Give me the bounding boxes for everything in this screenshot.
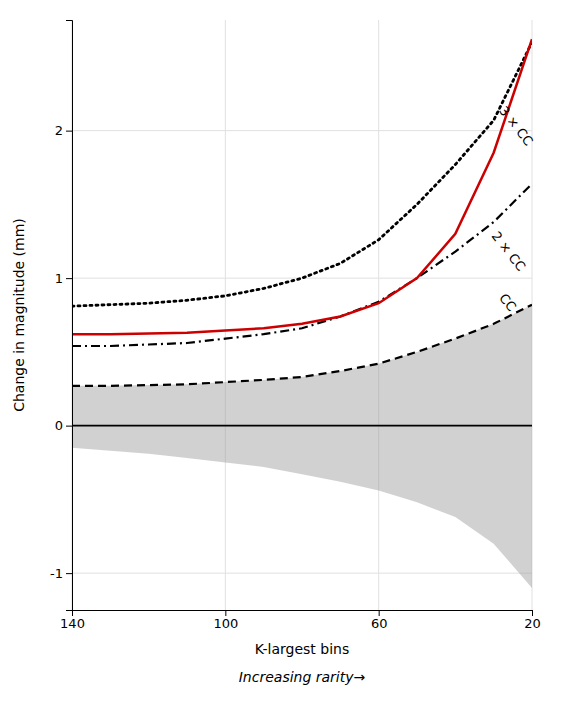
x-tick-label: 100 [213, 616, 238, 631]
series-line [72, 184, 532, 346]
y-tick-label: 1 [55, 271, 63, 286]
data-layer [72, 39, 532, 588]
series-line [72, 42, 532, 306]
series-line [72, 39, 532, 334]
series-line [72, 305, 532, 386]
x-tick-mark [225, 610, 226, 616]
grid-line-x [378, 20, 379, 610]
y-tick: 1 [55, 271, 72, 286]
x-tick-mark [532, 610, 533, 616]
x-axis-line [73, 611, 533, 617]
y-tick-label: -1 [50, 566, 63, 581]
x-tick: 140 [60, 610, 85, 631]
grid-line-y [72, 278, 532, 279]
grid [72, 20, 532, 610]
x-tick-label: 60 [371, 616, 388, 631]
y-tick-label: 0 [55, 418, 63, 433]
chart-svg: 140 100 60 20 -1 0 1 2 CC 2 × CC 3 × CC K-largest b… [0, 0, 562, 706]
grid-line-y [72, 130, 532, 131]
reference-line [72, 425, 532, 427]
y-tick: -1 [50, 566, 72, 581]
chart-container: 140 100 60 20 -1 0 1 2 CC 2 × CC 3 × CC K-largest b… [0, 0, 562, 706]
grid-line-y [72, 573, 532, 574]
annotations: CC 2 × CC 3 × CC [489, 103, 537, 314]
y-tick-mark [66, 426, 72, 427]
curve-label: CC [496, 291, 519, 315]
y-tick: 0 [55, 418, 72, 433]
curve-label: 2 × CC [489, 229, 529, 274]
x-tick: 60 [371, 610, 388, 631]
x-axis-title: K-largest bins [255, 641, 349, 657]
y-tick-mark [66, 131, 72, 132]
y-tick-mark [66, 573, 72, 574]
x-tick-mark [379, 610, 380, 616]
x-axis-note: Increasing rarity→ [239, 669, 366, 685]
y-tick: 2 [55, 123, 72, 138]
shaded-band [72, 305, 532, 588]
y-axis-line [66, 21, 73, 611]
y-axis-title: Change in magnitude (mm) [11, 218, 27, 412]
grid-line-x [225, 20, 226, 610]
curve-label: 3 × CC [496, 103, 536, 148]
plot-root: 140 100 60 20 -1 0 1 2 CC 2 × CC 3 × CC K-largest b… [11, 20, 541, 685]
grid-line-y [72, 425, 532, 426]
x-tick: 100 [213, 610, 238, 631]
y-tick-label: 2 [55, 123, 63, 138]
y-axis: -1 0 1 2 [50, 21, 72, 611]
x-tick-label: 20 [524, 616, 541, 631]
y-tick-mark [66, 278, 72, 279]
x-axis: 140 100 60 20 [60, 610, 541, 631]
x-tick-label: 140 [60, 616, 85, 631]
x-tick: 20 [524, 610, 541, 631]
